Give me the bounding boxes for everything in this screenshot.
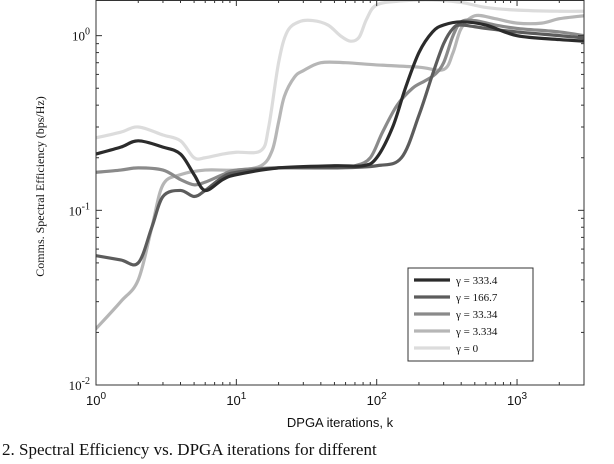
series-line-3 (96, 18, 584, 187)
series-line-5 (96, 0, 584, 161)
y-tick-label-1: 10-1 (69, 201, 90, 218)
tick-layer: 100 101 102 103 10-2 10-1 100 (69, 0, 585, 408)
y-tick-label-2: 100 (72, 27, 90, 44)
series-line-1 (96, 20, 584, 193)
legend-label-1: γ = 333.4 (455, 275, 498, 287)
x-tick-label-3: 103 (507, 391, 527, 408)
legend-label-3: γ = 33.34 (455, 309, 498, 321)
plot-frame (95, 0, 585, 386)
y-axis-label: Comms. Spectral Efficiency (bps/Hz) (33, 96, 47, 276)
y-tick-label-0: 10-2 (69, 376, 90, 393)
series-line-4 (96, 13, 584, 331)
x-tick-label-0: 100 (86, 391, 106, 408)
legend-label-4: γ = 3.334 (455, 326, 498, 338)
x-axis-label: DPGA iterations, k (287, 415, 394, 430)
legend-label-5: γ = 0 (455, 343, 479, 355)
x-tick-label-1: 101 (226, 391, 246, 408)
legend-label-2: γ = 166.7 (455, 292, 498, 304)
x-tick-label-2: 102 (367, 391, 387, 408)
figure-caption: 2. Spectral Efficiency vs. DPGA iteratio… (2, 440, 377, 459)
series-line-2 (96, 23, 584, 267)
legend: γ = 333.4 γ = 166.7 γ = 33.34 γ = 3.334 γ = … (407, 267, 534, 362)
